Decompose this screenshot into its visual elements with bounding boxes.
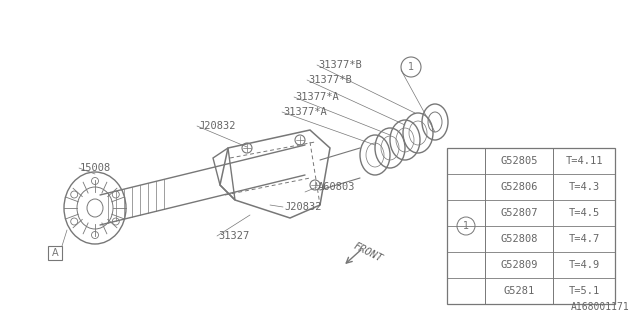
- Text: 31377*B: 31377*B: [318, 60, 362, 70]
- Text: 31377*B: 31377*B: [308, 75, 352, 85]
- Text: T=4.7: T=4.7: [568, 234, 600, 244]
- Bar: [447, 148, 615, 304]
- Text: T=4.11: T=4.11: [565, 156, 603, 166]
- Bar: [48, 246, 62, 260]
- Text: A60803: A60803: [318, 182, 355, 192]
- Text: G52809: G52809: [500, 260, 538, 270]
- Text: G52805: G52805: [500, 156, 538, 166]
- Text: G52806: G52806: [500, 182, 538, 192]
- Text: J20832: J20832: [198, 121, 236, 131]
- Text: 1: 1: [463, 221, 469, 231]
- Text: T=4.5: T=4.5: [568, 208, 600, 218]
- Text: G52808: G52808: [500, 234, 538, 244]
- Text: G52807: G52807: [500, 208, 538, 218]
- Text: 1: 1: [408, 62, 414, 72]
- Text: A: A: [52, 248, 58, 258]
- Text: T=5.1: T=5.1: [568, 286, 600, 296]
- Text: G5281: G5281: [504, 286, 534, 296]
- Text: 31327: 31327: [218, 231, 249, 241]
- Text: T=4.9: T=4.9: [568, 260, 600, 270]
- Text: T=4.3: T=4.3: [568, 182, 600, 192]
- Text: 31377*A: 31377*A: [283, 107, 327, 117]
- Text: FRONT: FRONT: [352, 241, 385, 264]
- Text: 15008: 15008: [80, 163, 111, 173]
- Text: J20832: J20832: [284, 202, 321, 212]
- Text: A168001171: A168001171: [572, 302, 630, 312]
- Text: 31377*A: 31377*A: [295, 92, 339, 102]
